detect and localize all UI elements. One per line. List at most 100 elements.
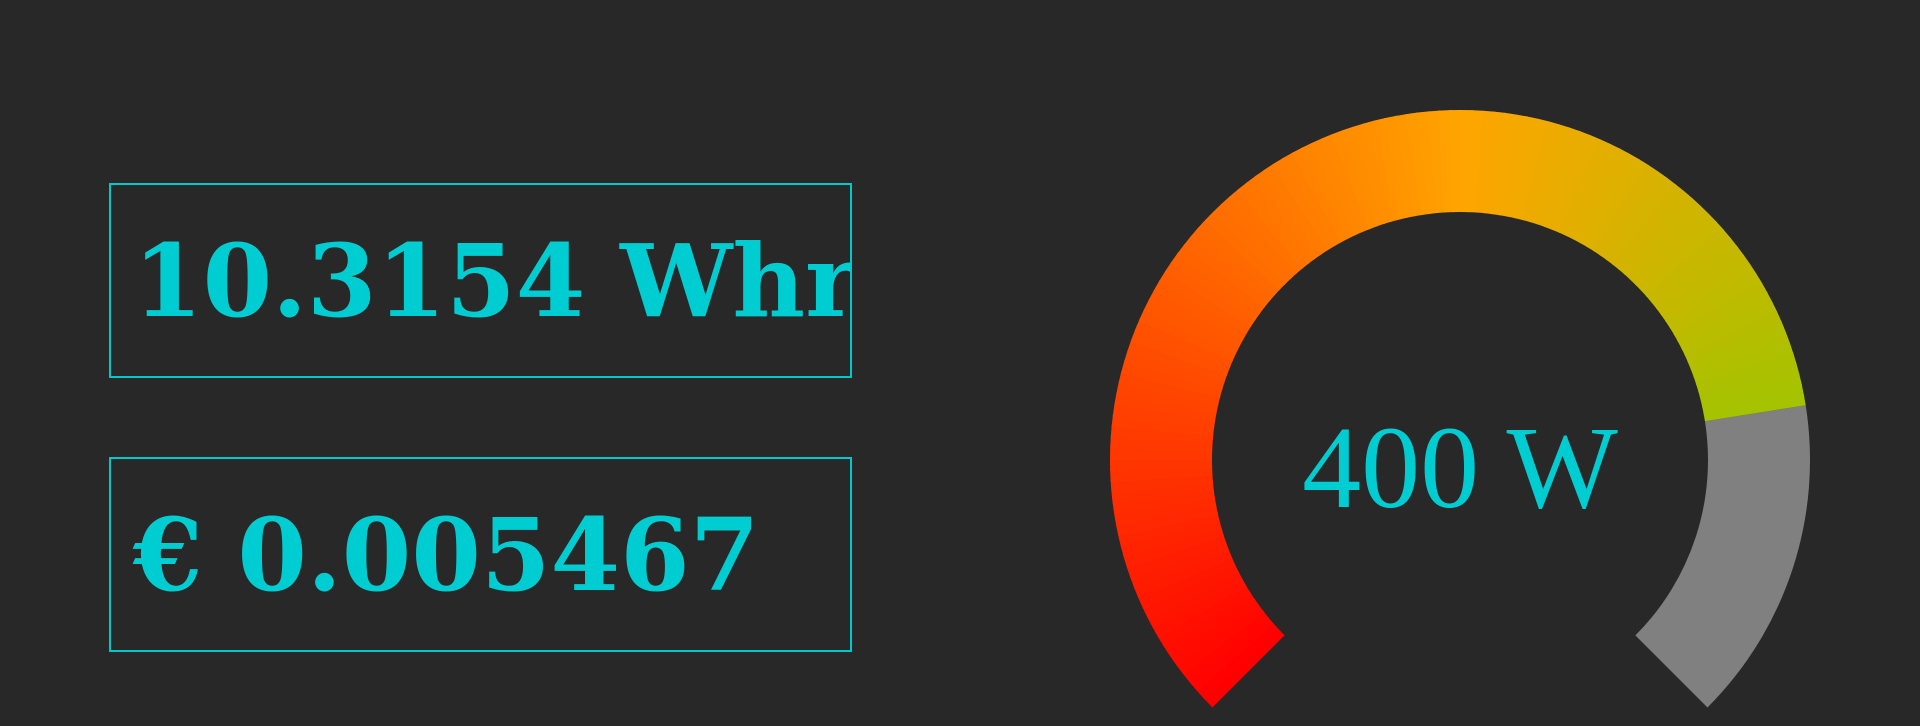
gauge-fill-segment [1556,135,1613,240]
gauge-fill-segment [1597,167,1671,264]
gauge-fill-segment [1637,217,1728,300]
gauge-fill-segment [1185,614,1277,695]
gauge-fill-segment [1542,126,1593,234]
gauge-fill-segment [1299,138,1358,243]
gauge-fill-segment [1535,123,1583,232]
gauge-fill-segment [1172,602,1268,677]
gauge-fill-segment [1673,289,1777,351]
gauge-fill-segment [1627,201,1713,289]
gauge-fill-segment [1201,207,1289,293]
gauge-fill-segment [1209,200,1295,288]
gauge-fill-segment [1361,116,1401,226]
gauge-fill-segment [1200,625,1288,708]
gauge-fill-segment [1129,548,1237,601]
gauge-fill-segment [1686,329,1794,379]
gauge-fill-segment [1563,139,1623,244]
gauge-fill-segment [1652,243,1748,318]
gauge-fill-segment [1143,569,1247,631]
gauge-fill [1109,109,1806,708]
gauge-fill-segment [1699,393,1806,424]
gauge-fill-segment [1319,129,1372,237]
gauge-fill-segment [1590,161,1662,260]
gauge-fill-segment [1130,317,1237,371]
gauge-fill-segment [1404,109,1432,220]
gauge-fill-segment [1382,111,1416,222]
gauge-fill-segment [1698,382,1806,416]
gauge-fill-segment [1528,120,1572,229]
gauge-fill-segment [1155,268,1255,336]
gauge-fill-segment [1109,435,1217,453]
gauge-fill-segment [1109,424,1218,445]
gauge-fill-segment [1261,159,1331,259]
gauge-fill-segment [1340,122,1387,231]
gauge-fill-segment [1194,215,1284,299]
gauge-fill-segment [1119,526,1228,570]
gauge-fill-segment [1167,249,1264,323]
gauge-fill-segment [1251,165,1325,263]
gauge-fill-segment [1482,109,1507,219]
gauge-fill-segment [1309,134,1365,240]
gauge-track [1635,405,1810,708]
gauge-fill-segment [1109,413,1219,438]
gauge-fill-segment [1135,307,1240,364]
gauge-fill-segment [1549,130,1603,237]
gauge-value-label: 400 W [1302,402,1618,533]
gauge-fill-segment [1165,595,1263,669]
cost-value: € 0.005467 [133,495,760,614]
gauge-fill-segment [1217,192,1300,283]
gauge-fill-segment [1187,224,1279,305]
gauge-fill-segment [1126,541,1234,591]
gauge-fill-segment [1520,117,1562,227]
gauge-fill-segment [1692,350,1801,394]
gauge-fill-segment [1109,457,1217,472]
gauge-fill-segment [1505,112,1540,223]
gauge-fill-segment [1289,143,1351,247]
gauge-fill-segment [1109,488,1220,516]
gauge-fill-segment [1149,277,1251,343]
gauge-fill-segment [1371,113,1409,224]
gauge-fill-segment [1648,234,1742,312]
energy-value: 10.3154 Whr [133,221,852,340]
gauge-fill-segment [1475,109,1496,218]
gauge-fill-segment [1448,109,1463,217]
gauge-fill-segment [1696,371,1806,409]
gauge-fill-segment [1154,582,1254,650]
gauge-fill-segment [1577,149,1643,251]
gauge-fill-segment [1694,361,1804,401]
gauge-fill-segment [1643,225,1735,306]
gauge-fill-segment [1570,144,1633,248]
gauge-fill-segment [1670,279,1772,344]
gauge-fill-segment [1234,178,1312,272]
gauge-fill-segment [1109,496,1221,527]
gauge-fill-segment [1415,109,1439,218]
cost-readout-box: € 0.005467 [109,457,852,652]
gauge-fill-segment [1134,555,1240,611]
gauge-fill-segment [1393,109,1424,221]
gauge-fill-segment [1329,126,1379,234]
gauge-fill-segment [1584,155,1652,255]
gauge-fill-segment [1270,154,1338,254]
gauge-fill-segment [1490,109,1518,220]
gauge-fill-segment [1178,608,1272,686]
gauge-fill-segment [1161,258,1260,330]
gauge-fill-segment [1120,348,1229,392]
gauge-fill-segment [1139,297,1244,357]
gauge-fill-segment [1225,185,1306,277]
gauge-fill-segment [1144,287,1248,350]
gauge-fill-segment [1615,187,1696,279]
gauge-fill-segment [1467,109,1485,217]
gauge-fill-segment [1498,110,1529,221]
gauge-fill-segment [1680,309,1786,365]
gauge-fill-segment [1243,172,1318,268]
gauge-fill-segment [1126,327,1234,378]
gauge-fill-segment [1192,620,1283,703]
gauge-fill-segment [1279,148,1344,250]
gauge-fill-segment [1609,180,1688,274]
gauge-fill-segment [1117,358,1227,400]
energy-readout-box: 10.3154 Whr [109,183,852,378]
gauge-fill-segment [1109,481,1218,505]
gauge-fill-segment [1148,576,1250,641]
gauge-fill-segment [1109,402,1220,430]
gauge-fill-segment [1632,209,1720,295]
